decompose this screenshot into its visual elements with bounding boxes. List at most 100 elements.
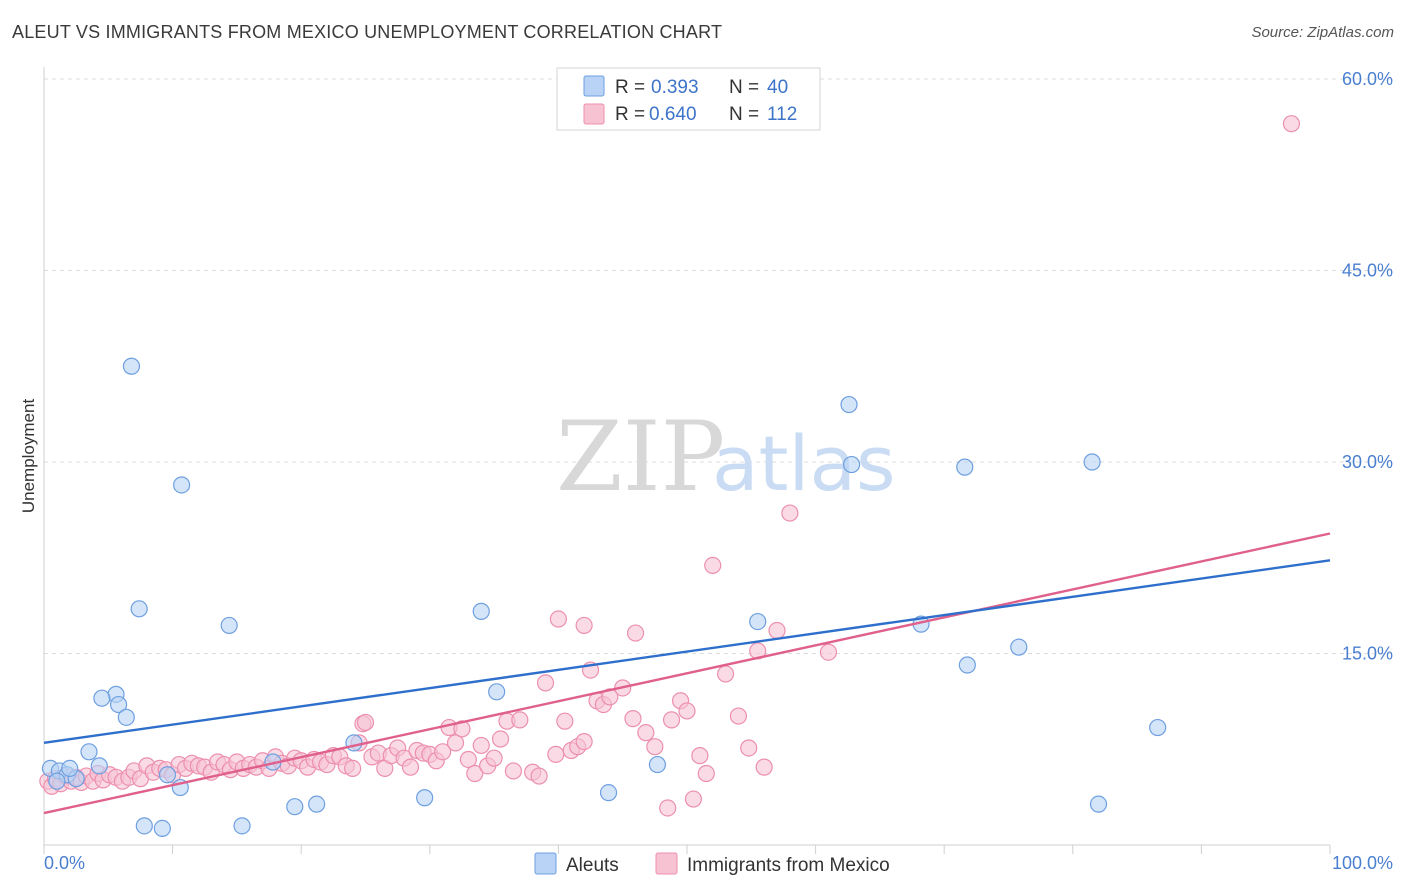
aleut-point-18 xyxy=(233,817,251,835)
legend-r-label-2: R = xyxy=(615,104,645,125)
aleut-point-22 xyxy=(345,734,363,752)
aleut-point-24 xyxy=(472,602,490,620)
aleut-point-27 xyxy=(648,755,667,774)
mexico-point-74 xyxy=(491,730,510,748)
mexico-point-107 xyxy=(755,758,773,776)
trend-line-mexico xyxy=(43,532,1331,815)
legend-r-value-2: 0.640 xyxy=(649,104,697,125)
y-tick-label-1: 30.0% xyxy=(1342,452,1393,472)
mexico-point-94 xyxy=(646,738,664,756)
mexico-point-60 xyxy=(401,758,420,776)
aleut-point-20 xyxy=(286,798,304,816)
legend-swatch-aleuts xyxy=(583,75,605,97)
aleut-point-29 xyxy=(840,395,858,414)
aleut-point-5 xyxy=(90,757,108,775)
y-tick-label-2: 45.0% xyxy=(1342,261,1393,281)
aleut-point-30 xyxy=(843,455,861,474)
mexico-point-112 xyxy=(575,616,593,635)
y-axis-title: Unemployment xyxy=(19,399,38,514)
source-label: Source: ZipAtlas.com xyxy=(1251,24,1394,41)
mexico-point-76 xyxy=(504,762,522,780)
aleut-point-10 xyxy=(122,357,141,375)
aleut-point-28 xyxy=(749,612,767,631)
bottom-legend-swatch-mexico xyxy=(655,852,678,875)
legend-swatch-mexico xyxy=(583,103,605,125)
mexico-point-110 xyxy=(819,643,838,661)
trend-lines xyxy=(43,532,1331,815)
chart-title: ALEUT VS IMMIGRANTS FROM MEXICO UNEMPLOY… xyxy=(12,22,723,42)
mexico-point-81 xyxy=(547,745,565,763)
watermark-zip: ZIP xyxy=(556,401,725,513)
aleut-point-12 xyxy=(135,817,153,835)
aleut-point-33 xyxy=(958,656,976,674)
mexico-point-65 xyxy=(434,743,452,761)
aleut-point-11 xyxy=(130,600,148,618)
aleut-point-21 xyxy=(308,795,326,813)
aleut-point-17 xyxy=(220,616,238,635)
bottom-legend-mexico: Immigrants from Mexico xyxy=(687,855,890,876)
mexico-point-77 xyxy=(511,711,529,729)
mexico-point-91 xyxy=(624,710,642,728)
legend-n-value-1: 40 xyxy=(767,77,788,98)
y-tick-label-0: 15.0% xyxy=(1342,644,1393,664)
mexico-point-69 xyxy=(459,750,477,769)
aleut-point-16 xyxy=(173,476,191,494)
legend-n-label-1: N = xyxy=(729,77,759,98)
mexico-point-80 xyxy=(536,674,555,692)
mexico-point-71 xyxy=(472,736,490,755)
trend-line-aleuts xyxy=(43,559,1331,745)
bottom-legend-swatch-aleuts xyxy=(534,852,557,875)
mexico-point-103 xyxy=(716,665,735,683)
series-legend: Aleuts Immigrants from Mexico xyxy=(534,852,890,876)
mexico-point-70 xyxy=(466,764,484,783)
mexico-point-100 xyxy=(691,747,709,765)
axes xyxy=(43,67,1331,854)
aleut-point-23 xyxy=(416,789,434,807)
mexico-point-113 xyxy=(1282,115,1301,133)
aleut-point-13 xyxy=(153,819,171,838)
mexico-point-68 xyxy=(453,720,471,738)
correlation-legend: R = 0.393 N = 40 R = 0.640 N = 112 xyxy=(556,67,821,131)
legend-n-value-2: 112 xyxy=(767,104,797,125)
mexico-point-96 xyxy=(662,711,681,729)
y-tick-label-3: 60.0% xyxy=(1342,69,1393,89)
legend-n-label-2: N = xyxy=(729,104,759,125)
mexico-point-102 xyxy=(704,556,722,575)
aleut-point-34 xyxy=(1010,638,1028,656)
aleut-point-8 xyxy=(109,695,128,714)
aleut-point-39 xyxy=(61,759,79,778)
mexico-point-98 xyxy=(678,702,696,720)
x-tick-label-min: 0.0% xyxy=(44,853,85,873)
x-tick-label-max: 100.0% xyxy=(1332,853,1393,873)
aleut-point-38 xyxy=(48,772,66,790)
mexico-point-67 xyxy=(446,734,465,752)
mexico-point-99 xyxy=(684,790,703,808)
aleut-point-36 xyxy=(1089,795,1108,813)
mexico-point-105 xyxy=(740,739,758,757)
mexico-point-79 xyxy=(530,767,548,785)
aleut-point-26 xyxy=(599,784,618,802)
mexico-point-53 xyxy=(356,713,375,732)
mexico-point-82 xyxy=(556,712,574,730)
aleut-point-4 xyxy=(80,743,98,761)
watermark: ZIP atlas xyxy=(556,401,896,513)
mexico-point-93 xyxy=(637,724,655,742)
aleut-point-14 xyxy=(158,766,177,784)
mexico-point-104 xyxy=(729,707,748,725)
series-aleuts-points xyxy=(41,357,1167,838)
legend-r-label-1: R = xyxy=(615,77,645,98)
aleut-point-35 xyxy=(1083,453,1101,471)
mexico-point-109 xyxy=(781,504,799,522)
mexico-point-111 xyxy=(549,610,568,628)
aleut-point-9 xyxy=(117,708,135,726)
mexico-point-92 xyxy=(626,624,645,642)
mexico-point-85 xyxy=(575,732,593,751)
aleut-point-37 xyxy=(1149,718,1167,737)
mexico-point-108 xyxy=(768,621,786,640)
bottom-legend-aleuts: Aleuts xyxy=(566,855,619,876)
mexico-point-73 xyxy=(485,749,503,767)
watermark-atlas: atlas xyxy=(712,419,896,508)
aleut-point-7 xyxy=(93,689,111,707)
aleut-point-25 xyxy=(488,683,506,701)
